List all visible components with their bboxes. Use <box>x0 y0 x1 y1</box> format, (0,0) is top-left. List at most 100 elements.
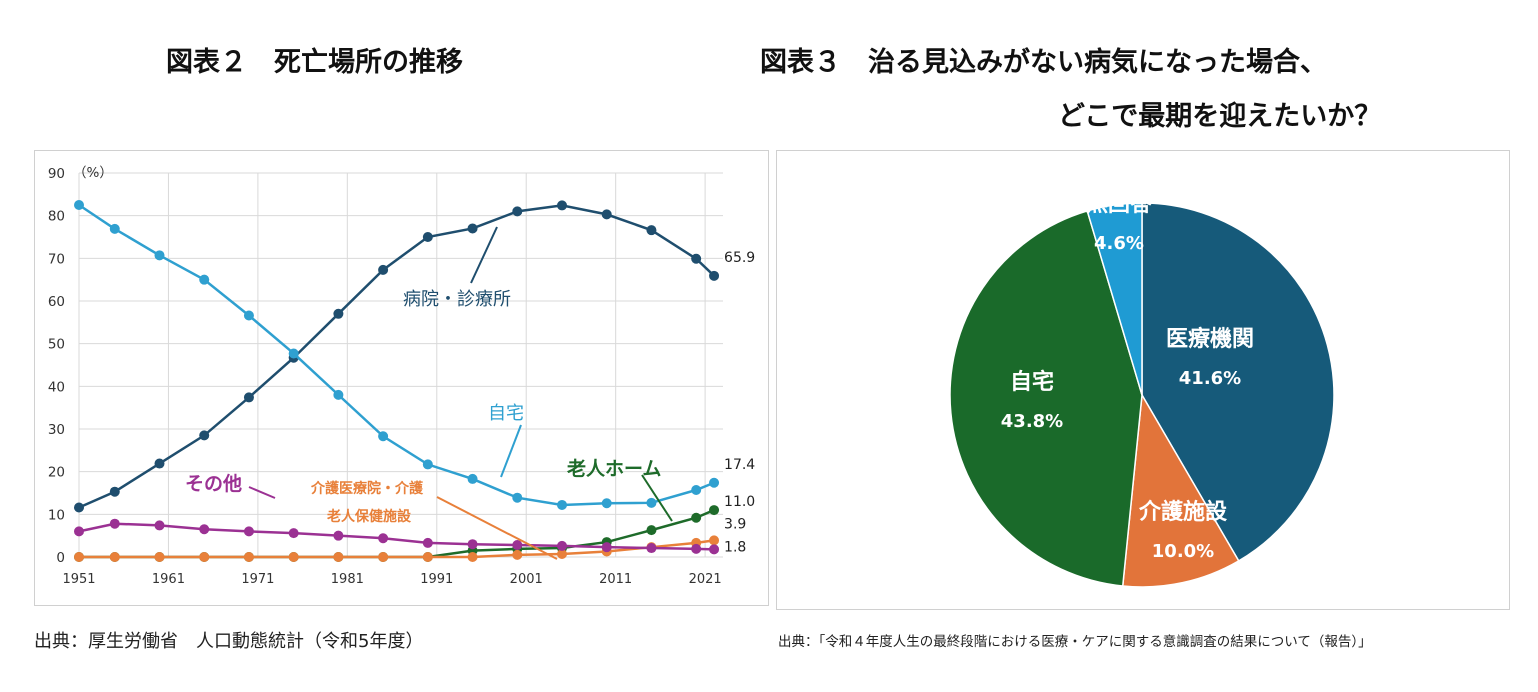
data-point <box>378 264 389 275</box>
y-tick-label: 60 <box>48 294 65 310</box>
left-source-note: 出典：厚生労働省 人口動態統計（令和5年度） <box>34 631 424 652</box>
x-tick-label: 2011 <box>599 572 632 587</box>
pie-slice-label: 無回答 <box>1086 191 1153 217</box>
data-point <box>422 232 433 242</box>
callout-leader <box>470 226 498 284</box>
series-line-0 <box>78 204 715 509</box>
pie-slice-2 <box>949 210 1143 587</box>
data-point <box>199 274 210 285</box>
line-chart-panel: 1951 1961 1971 1981 1991 2001 2011 2021 0 10 20 30 4… <box>34 150 769 606</box>
y-tick-label: 30 <box>48 422 65 438</box>
data-point <box>154 458 165 469</box>
series-label-nursing-home: 老人ホーム <box>567 457 661 480</box>
data-point <box>74 502 84 513</box>
data-point <box>512 492 523 503</box>
data-point <box>512 549 523 560</box>
x-tick-label: 2021 <box>689 572 722 587</box>
data-point <box>646 225 657 236</box>
series-line-1 <box>78 203 715 507</box>
data-point <box>709 505 720 516</box>
series-line-3 <box>79 539 715 559</box>
data-point <box>109 486 120 497</box>
end-value-label: 1.8 <box>724 539 746 555</box>
x-tick-label: 1971 <box>241 572 274 587</box>
data-point <box>709 535 720 546</box>
data-point <box>691 512 702 523</box>
x-tick-label: 1961 <box>152 572 185 587</box>
callout-leader <box>436 496 558 560</box>
end-value-label: 11.0 <box>724 494 755 510</box>
y-tick-label: 20 <box>48 465 65 481</box>
pie-slice-0 <box>1141 202 1335 562</box>
series-label-home: 自宅 <box>488 403 524 424</box>
series-label-hospital: 病院・診療所 <box>403 289 511 310</box>
data-point <box>691 543 702 554</box>
data-point <box>243 392 254 403</box>
end-value-label: 3.9 <box>724 516 746 532</box>
data-point <box>154 520 165 531</box>
end-value-label: 17.4 <box>724 457 755 473</box>
data-point <box>333 389 344 400</box>
data-point <box>109 223 120 234</box>
data-point <box>333 308 344 319</box>
data-point <box>199 430 210 441</box>
data-point <box>288 348 299 359</box>
data-point <box>243 310 254 321</box>
data-point <box>378 533 389 544</box>
data-point <box>288 528 299 539</box>
y-tick-label: 90 <box>48 166 65 182</box>
data-point <box>74 200 84 210</box>
pie-slice-3 <box>1086 202 1143 396</box>
data-point <box>154 552 165 562</box>
data-point <box>557 200 567 211</box>
data-point <box>512 206 523 217</box>
x-tick-label: 1951 <box>62 572 95 587</box>
left-chart-title: 図表２ 死亡場所の推移 <box>166 47 463 78</box>
data-point <box>422 537 433 548</box>
data-point <box>74 526 84 537</box>
data-point <box>467 539 478 550</box>
callout-leader <box>500 424 522 478</box>
series-label-other: その他 <box>185 472 242 495</box>
pie-chart-panel: 医療機関 41.6% 介護施設 10.0% 自宅 43.8% 無回答 4.6% <box>776 150 1510 610</box>
data-point <box>109 518 120 529</box>
data-point <box>557 549 567 560</box>
data-point <box>288 552 299 562</box>
right-chart-title-line1: 図表３ 治る見込みがない病気になった場合、 <box>760 47 1327 78</box>
data-point <box>199 524 210 535</box>
data-point <box>199 552 210 562</box>
data-point <box>646 525 657 536</box>
end-value-label: 65.9 <box>724 250 755 266</box>
data-point <box>333 552 344 562</box>
data-point <box>378 552 389 562</box>
pie-slice-label: 自宅 <box>1010 369 1054 395</box>
pie-slice-1 <box>1121 392 1240 588</box>
x-tick-label: 1981 <box>331 572 364 587</box>
y-tick-label: 40 <box>48 379 65 395</box>
data-point <box>557 499 567 510</box>
callout-leader <box>641 474 673 522</box>
data-point <box>109 552 120 562</box>
data-point <box>243 552 254 562</box>
data-point <box>709 544 720 555</box>
y-tick-label: 70 <box>48 251 65 267</box>
pie-chart: 医療機関 41.6% 介護施設 10.0% 自宅 43.8% 無回答 4.6% <box>949 191 1335 588</box>
y-tick-label: 50 <box>48 337 65 353</box>
pie-slice-value: 41.6% <box>1179 368 1241 389</box>
data-point <box>467 552 478 562</box>
data-point <box>601 542 612 553</box>
pie-slice-label: 医療機関 <box>1166 326 1254 352</box>
data-point <box>691 485 702 496</box>
y-tick-label: 0 <box>56 550 65 566</box>
pie-slice-value: 4.6% <box>1094 233 1144 254</box>
x-tick-label: 2001 <box>510 572 543 587</box>
pie-slice-value: 10.0% <box>1152 541 1214 562</box>
data-point <box>646 497 657 508</box>
y-tick-label: 80 <box>48 209 65 225</box>
data-point <box>243 526 254 537</box>
right-source-note: 出典：「令和４年度人生の最終段階における医療・ケアに関する意識調査の結果について… <box>778 634 1372 650</box>
data-point <box>378 431 389 442</box>
data-point <box>74 552 84 562</box>
data-point <box>646 543 657 554</box>
data-point <box>557 540 567 551</box>
